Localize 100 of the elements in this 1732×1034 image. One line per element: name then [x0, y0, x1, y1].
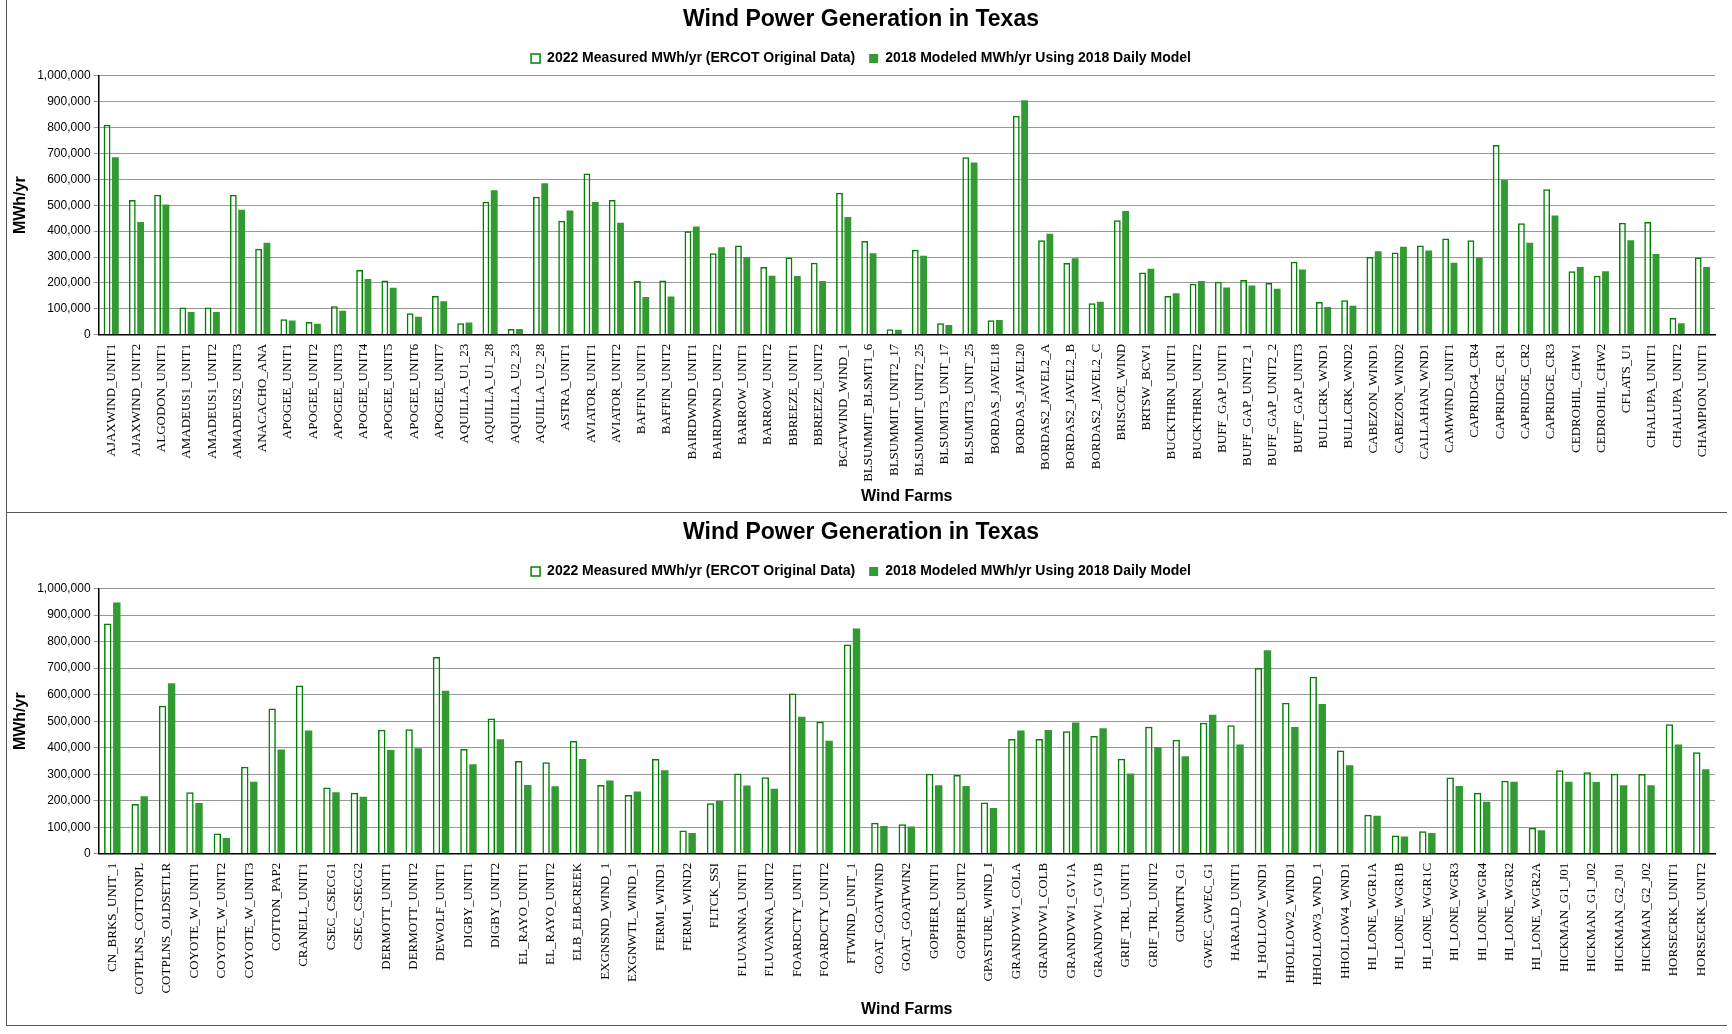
x-tick-label: FLUVANNA_UNIT2 [761, 862, 777, 977]
x-tick-label: AVIATOR_UNIT1 [582, 343, 598, 444]
legend-label: 2022 Measured MWh/yr (ERCOT Original Data) [547, 49, 856, 66]
y-tick-label: 300,000 [47, 766, 91, 781]
y-tick-label: 400,000 [47, 223, 91, 238]
x-tick-label: AJAXWIND_UNIT2 [127, 343, 143, 457]
x-tick-label: GWEC_GWEC_G1 [1199, 862, 1215, 969]
x-tick-label: HARALD_UNIT1 [1226, 862, 1242, 962]
x-tick-label: DIGBY_UNIT1 [459, 862, 475, 949]
x-tick-label: AMADEUS2_UNIT3 [228, 343, 244, 459]
x-tick-label: HI_LONE_WGR3 [1446, 862, 1462, 962]
x-axis-title: Wind Farms [861, 486, 953, 504]
x-tick-label: COTTON_PAP2 [268, 862, 284, 951]
x-tick-label: FOARDCTY_UNIT2 [816, 862, 832, 977]
y-tick-label: 300,000 [47, 249, 91, 264]
x-tick-label: BCATWIND_WIND_1 [835, 343, 851, 468]
x-axis-title: Wind Farms [861, 999, 953, 1017]
x-tick-label: CHAMPION_UNIT1 [1693, 343, 1709, 458]
x-tick-label: CAMWIND_UNIT1 [1441, 343, 1457, 453]
x-tick-label: HICKMAN_G1_J01 [1555, 862, 1571, 972]
x-tick-label: HICKMAN_G2_J02 [1637, 862, 1653, 972]
y-tick-label: 1,000,000 [37, 580, 91, 595]
x-tick-label: EL_RAYO_UNIT2 [542, 862, 558, 965]
x-tick-label: GRANDVW1_GV1B [1089, 862, 1105, 978]
y-axis-title: MWh/yr [11, 176, 29, 235]
x-tick-label: ANACACHO_ANA [254, 343, 270, 453]
x-tick-label: GRANDVW1_COLB [1035, 862, 1051, 979]
x-tick-label: CHALUPA_UNIT2 [1668, 343, 1684, 449]
y-tick-label: 600,000 [47, 171, 91, 186]
x-tick-label: BUFF_GAP_UNIT1 [1213, 343, 1229, 453]
x-tick-label: CAPRIDGE_CR2 [1517, 343, 1532, 440]
x-tick-label: AQUILLA_U2_23 [506, 343, 522, 444]
x-tick-label: APOGEE_UNIT1 [279, 343, 295, 440]
x-tick-label: CEDROHIL_CHW1 [1567, 343, 1583, 453]
x-tick-label: HI_LONE_WGR2 [1500, 862, 1516, 962]
x-tick-label: FLTCK_SSI [706, 862, 722, 929]
x-tick-label: BLSUMMIT_UNIT2_25 [910, 343, 926, 477]
x-tick-label: APOGEE_UNIT7 [430, 343, 446, 440]
x-tick-label: COTPLNS_OLDSETLR [158, 862, 174, 994]
x-tick-label: BAFFIN_UNIT2 [658, 343, 674, 435]
chart-title: Wind Power Generation in Texas [683, 5, 1039, 32]
x-tick-label: BAFFIN_UNIT1 [633, 343, 649, 435]
x-tick-label: GRANDVW1_COLA [1007, 862, 1023, 980]
x-tick-label: COYOTE_W_UNIT1 [185, 862, 201, 979]
legend-label: 2018 Modeled MWh/yr Using 2018 Daily Model [885, 49, 1191, 66]
x-tick-label: FOARDCTY_UNIT1 [788, 862, 804, 977]
x-tick-label: BARROW_UNIT2 [759, 343, 775, 445]
y-tick-label: 700,000 [47, 145, 91, 160]
x-tick-label: AMADEUS1_UNIT1 [178, 343, 194, 459]
y-tick-label: 0 [83, 327, 91, 342]
x-tick-label: CAPRIDG4_CR4 [1466, 343, 1482, 438]
x-tick-label: BUFF_GAP_UNIT3 [1289, 343, 1305, 453]
x-tick-label: BUFF_GAP_UNIT2_2 [1264, 343, 1280, 466]
x-tick-label: HORSECRK_UNIT1 [1665, 862, 1681, 977]
x-tick-label: BRISCOE_WIND [1112, 343, 1128, 441]
x-tick-label: CHALUPA_UNIT1 [1643, 343, 1659, 449]
x-tick-label: CFLATS_U1 [1618, 343, 1634, 414]
x-tick-label: BLSUMMIT_BLSMT1_6 [860, 343, 876, 482]
y-tick-label: 800,000 [47, 119, 91, 134]
y-tick-label: 600,000 [47, 687, 91, 702]
x-tick-label: HI_LONE_WGR2A [1528, 862, 1544, 971]
x-tick-label: CSEC_CSECG1 [322, 862, 338, 951]
x-tick-label: AQUILLA_U2_28 [532, 343, 547, 444]
y-tick-label: 200,000 [47, 793, 91, 808]
x-tick-label: GOAT_GOATWIN2 [898, 862, 914, 972]
x-tick-label: DERMOTT_UNIT1 [377, 862, 393, 970]
x-tick-label: FERMI_WIND1 [651, 862, 667, 951]
x-tick-label: ELB_ELBCREEK [569, 862, 585, 962]
y-tick-label: 900,000 [47, 93, 91, 108]
x-tick-label: GUNMTN_G1 [1172, 862, 1188, 943]
x-tick-label: ALGODON_UNIT1 [153, 343, 169, 453]
x-tick-label: BUCKTHRN_UNIT1 [1163, 343, 1179, 460]
x-tick-label: COTPLNS_COTTONPL [131, 862, 147, 995]
x-tick-label: AVIATOR_UNIT2 [607, 343, 623, 444]
x-tick-label: APOGEE_UNIT6 [405, 343, 421, 440]
x-tick-label: GRIF_TRL_UNIT2 [1144, 862, 1160, 968]
y-tick-label: 100,000 [47, 819, 91, 834]
x-tick-label: DIGBY_UNIT2 [487, 862, 503, 949]
x-tick-label: FERMI_WIND2 [679, 862, 695, 951]
x-tick-label: BBREEZE_UNIT2 [809, 343, 825, 446]
x-tick-label: EXGNWTL_WIND_1 [624, 862, 640, 982]
x-tick-label: BORDAS_JAVEL18 [986, 343, 1002, 455]
x-tick-label: GOAT_GOATWIND [870, 862, 886, 975]
y-tick-label: 900,000 [47, 607, 91, 622]
x-tick-label: AQUILLA_U1_23 [456, 343, 472, 444]
x-tick-label: COYOTE_W_UNIT3 [240, 862, 256, 979]
x-tick-label: BBREEZE_UNIT1 [784, 343, 800, 446]
x-tick-label: BLSUMIT3_UNIT_25 [961, 343, 977, 465]
x-tick-label: AQUILLA_U1_28 [481, 343, 497, 444]
x-tick-label: HI_LONE_WGR1C [1418, 862, 1434, 970]
x-tick-label: APOGEE_UNIT3 [329, 343, 345, 440]
x-tick-label: GOPHER_UNIT1 [925, 862, 941, 959]
y-tick-label: 1,000,000 [37, 67, 91, 82]
x-tick-label: BLSUMMIT_UNIT2_17 [885, 343, 901, 477]
x-tick-label: BORDAS2_JAVEL2_A [1037, 343, 1053, 471]
x-tick-label: BULLCRK_WND1 [1314, 343, 1330, 449]
x-tick-label: CAPRIDGE_CR1 [1491, 343, 1507, 440]
legend-label: 2018 Modeled MWh/yr Using 2018 Daily Model [885, 562, 1191, 579]
x-tick-label: CN_BRKS_UNIT_1 [103, 862, 119, 972]
x-tick-label: DERMOTT_UNIT2 [405, 862, 421, 970]
